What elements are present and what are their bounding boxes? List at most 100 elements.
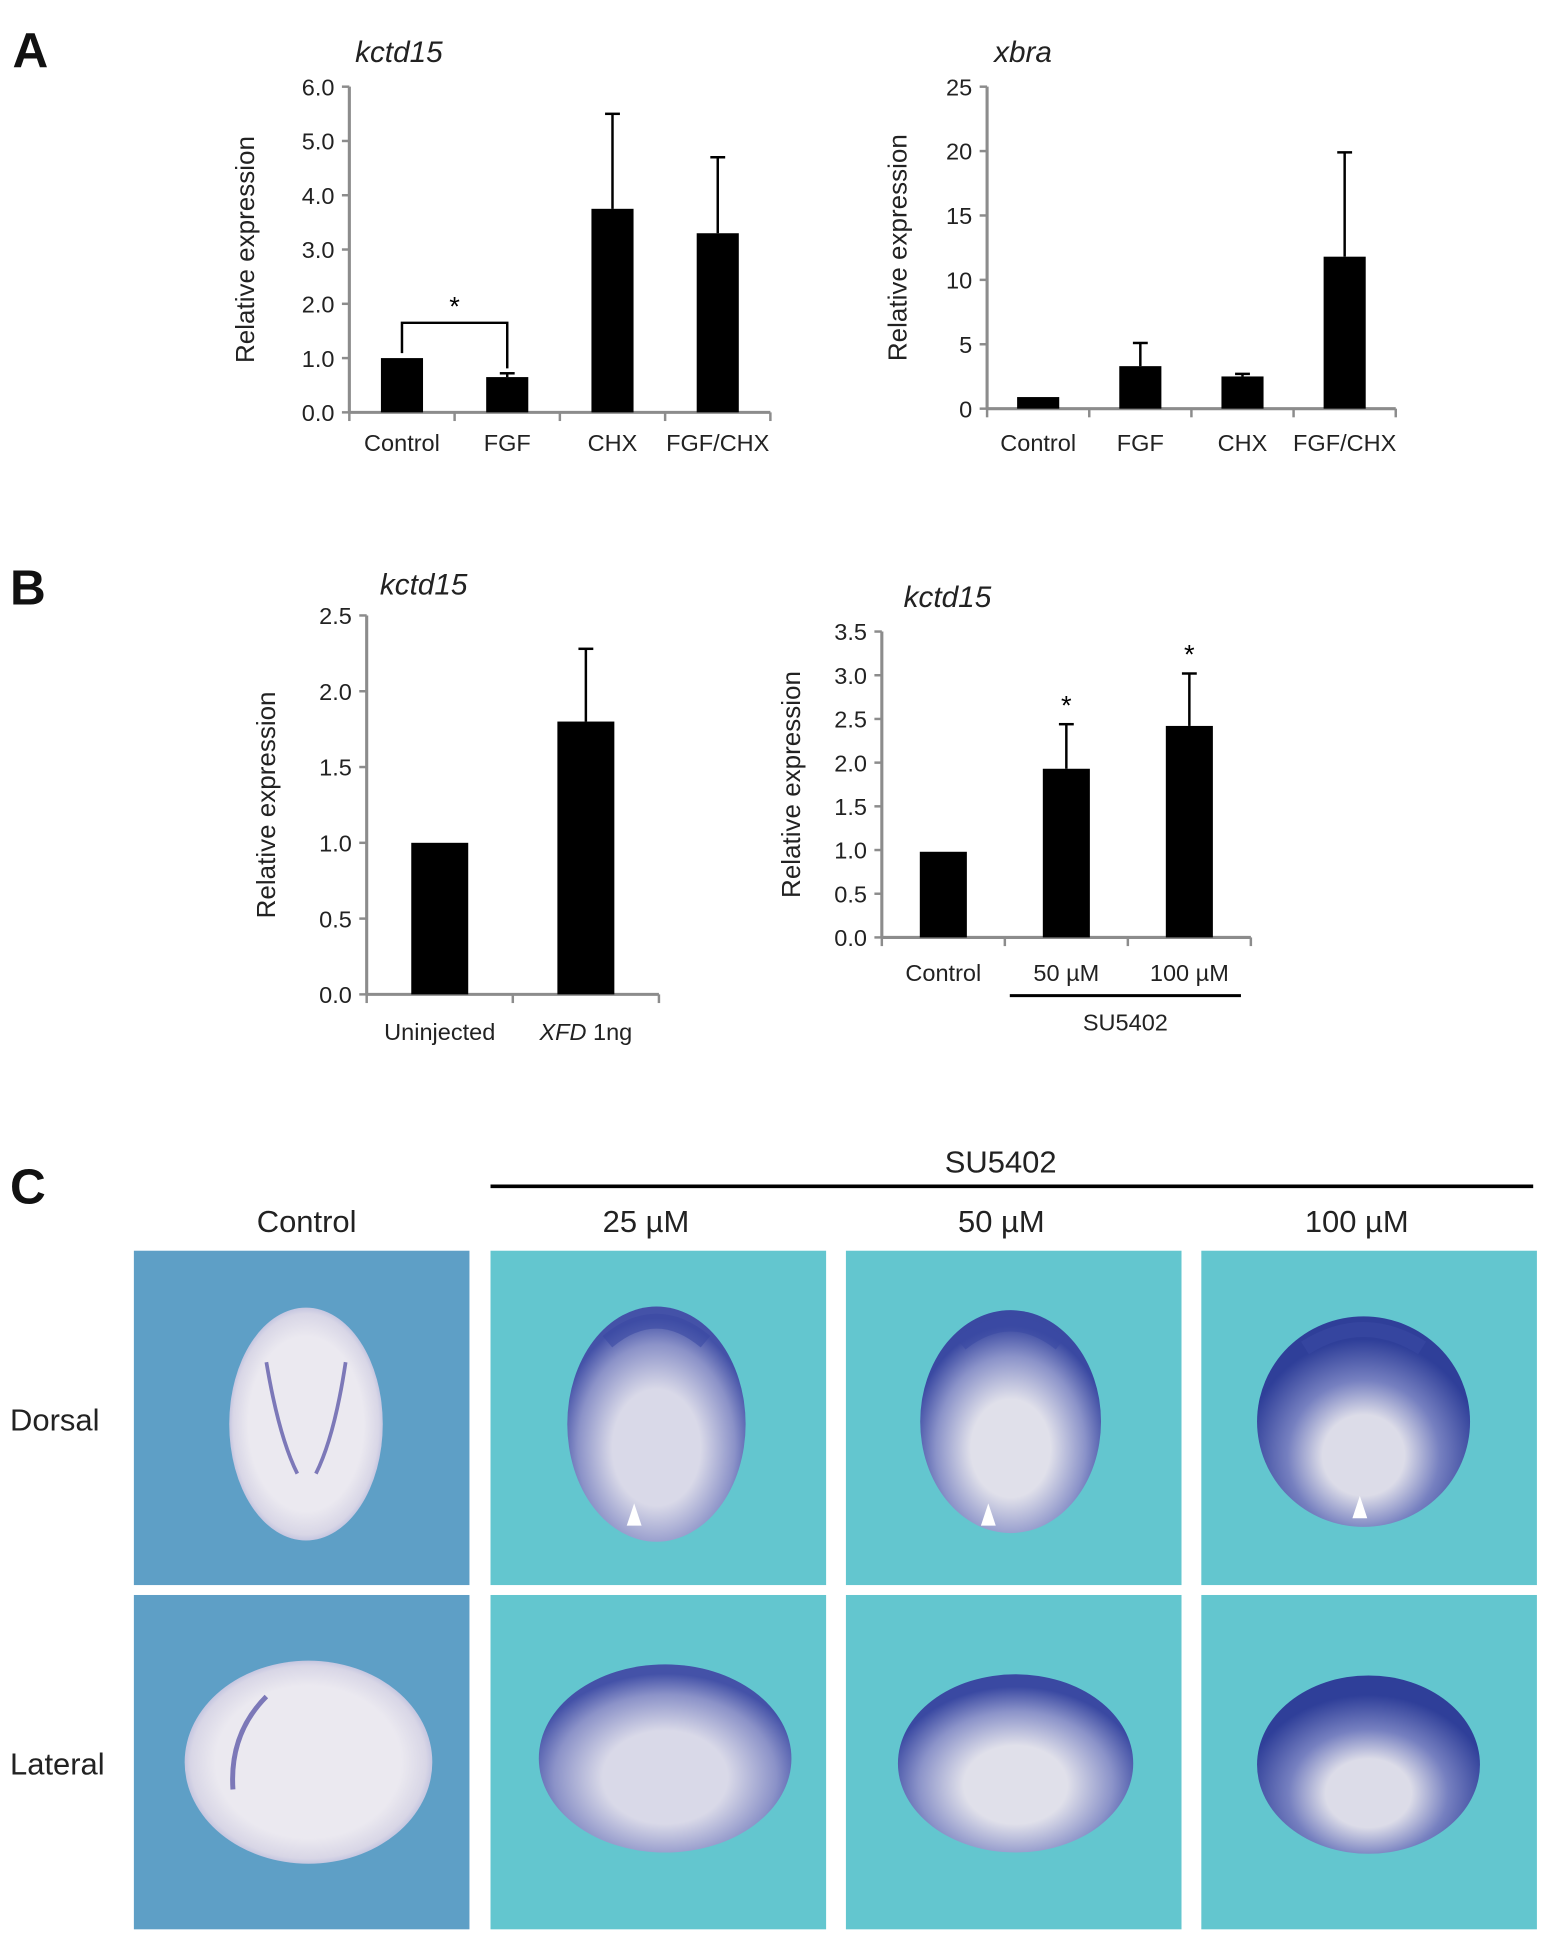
y-axis-label: Relative expression	[883, 134, 913, 361]
bar	[380, 358, 424, 413]
chart-title: kctd15	[380, 568, 468, 601]
significance-bracket	[400, 321, 509, 369]
y-tick-label: 0.0	[319, 982, 352, 1008]
y-tick-label: 15	[946, 203, 972, 229]
x-tick-label: FGF	[484, 430, 531, 456]
y-tick-label: 1.5	[319, 755, 352, 781]
x-tick-label: FGF/CHX	[666, 430, 770, 456]
embryo	[538, 1664, 792, 1853]
x-tick-label: 50 µM	[1033, 960, 1099, 986]
y-tick-label: 6.0	[302, 74, 335, 100]
y-tick-label: 2.5	[319, 603, 352, 629]
embryo-image-dorsal-0	[133, 1250, 470, 1586]
arrowhead-icon	[980, 1503, 996, 1526]
x-tick-label: Uninjected	[384, 1019, 495, 1045]
chart-b2: 0.0 0.5 1.0 1.5 2.0 2.5 3.0 3.5 Control 50 µM 100 …	[776, 581, 1253, 1035]
embryo	[229, 1307, 383, 1541]
embryo	[920, 1310, 1102, 1534]
y-axis-label: Relative expression	[776, 671, 806, 898]
y-tick-label: 1.5	[834, 794, 867, 820]
column-label: 50 µM	[958, 1204, 1045, 1239]
bar	[486, 377, 529, 413]
y-tick-label: 2.0	[319, 679, 352, 705]
y-tick-label: 1.0	[302, 346, 335, 372]
stain-pattern	[264, 1361, 348, 1475]
y-tick-label: 1.0	[319, 830, 352, 856]
column-label: 25 µM	[603, 1204, 690, 1239]
stain-pattern	[602, 1313, 711, 1348]
column-label: 100 µM	[1305, 1204, 1409, 1239]
bar	[696, 233, 739, 413]
y-tick-label: 0.5	[834, 881, 867, 907]
x-tick-label: Control	[364, 430, 440, 456]
y-tick-label: 3.5	[834, 619, 867, 645]
arrowhead-icon	[626, 1503, 642, 1526]
chart-title: xbra	[992, 36, 1052, 69]
y-tick-label: 20	[946, 139, 972, 165]
bar	[557, 721, 615, 995]
embryo	[1257, 1316, 1471, 1527]
panel-label-b: B	[10, 560, 46, 615]
embryo	[897, 1674, 1134, 1853]
chart-title: kctd15	[904, 581, 992, 614]
y-tick-label: 4.0	[302, 183, 335, 209]
embryo-image-lateral-1	[490, 1594, 827, 1930]
column-label: Control	[257, 1204, 357, 1239]
embryo-image-dorsal-1	[490, 1250, 827, 1586]
bar	[1119, 366, 1162, 409]
y-tick-label: 3.0	[834, 663, 867, 689]
panel-label-c: C	[10, 1160, 46, 1215]
y-axis-label: Relative expression	[230, 136, 260, 363]
embryo-image-lateral-0	[133, 1594, 470, 1930]
y-tick-label: 5.0	[302, 129, 335, 155]
embryo	[184, 1660, 433, 1864]
y-tick-label: 25	[946, 74, 972, 100]
significance-star: *	[1061, 689, 1072, 720]
embryo-image-lateral-3	[1201, 1594, 1537, 1930]
bar	[411, 842, 469, 995]
embryo	[567, 1306, 746, 1542]
x-tick-label: Control	[1000, 430, 1076, 456]
chart-title: kctd15	[355, 36, 443, 69]
x-tick-label: 100 µM	[1150, 960, 1229, 986]
y-tick-label: 5	[959, 332, 972, 358]
x-tick-label: Control	[905, 960, 981, 986]
embryo	[1257, 1675, 1480, 1854]
bar	[1323, 256, 1366, 409]
row-label: Lateral	[10, 1747, 105, 1782]
panel-label-a: A	[13, 23, 49, 78]
bar	[919, 851, 967, 938]
stain-pattern	[230, 1694, 269, 1790]
y-axis-label: Relative expression	[251, 691, 281, 918]
y-tick-label: 3.0	[302, 237, 335, 263]
x-tick-label: FGF	[1117, 430, 1164, 456]
y-tick-label: 0.5	[319, 906, 352, 932]
arrowhead-icon	[1352, 1495, 1368, 1519]
group-label: SU5402	[1083, 1009, 1168, 1035]
x-tick-label: FGF/CHX	[1293, 430, 1397, 456]
chart-b1: 0.0 0.5 1.0 1.5 2.0 2.5 Uninjected XFD 1ng kctd1…	[251, 568, 661, 1045]
x-tick-label: CHX	[588, 430, 638, 456]
row-label: Dorsal	[10, 1402, 99, 1437]
stain-pattern	[956, 1316, 1065, 1350]
y-tick-label: 0.0	[834, 925, 867, 951]
bar	[591, 208, 634, 413]
bar	[1221, 376, 1264, 409]
y-tick-label: 0	[959, 396, 972, 422]
x-tick-label: XFD 1ng	[538, 1019, 632, 1045]
significance-star: *	[1184, 639, 1195, 670]
charts: 0.0 1.0 2.0 3.0 4.0 5.0 6.0 Control FGF CHX FGF/CH…	[230, 36, 1397, 1045]
y-tick-label: 10	[946, 268, 972, 294]
embryo-image-lateral-2	[845, 1594, 1182, 1930]
bar	[1017, 397, 1060, 409]
y-tick-label: 2.5	[834, 707, 867, 733]
panel-c-images: SU5402 Control 25 µM 50 µM 100 µM Dorsal Later…	[10, 1145, 1537, 1930]
x-tick-label: CHX	[1218, 430, 1268, 456]
embryo-image-dorsal-2	[845, 1250, 1182, 1586]
chart-a1: 0.0 1.0 2.0 3.0 4.0 5.0 6.0 Control FGF CHX FGF/CH…	[230, 36, 772, 456]
chart-a2: 0 5 10 15 20 25 Control FGF CHX FGF/CHX xbra Relati…	[883, 36, 1397, 456]
significance-star: *	[449, 290, 460, 321]
y-tick-label: 0.0	[302, 400, 335, 426]
stain-pattern	[1301, 1322, 1427, 1355]
